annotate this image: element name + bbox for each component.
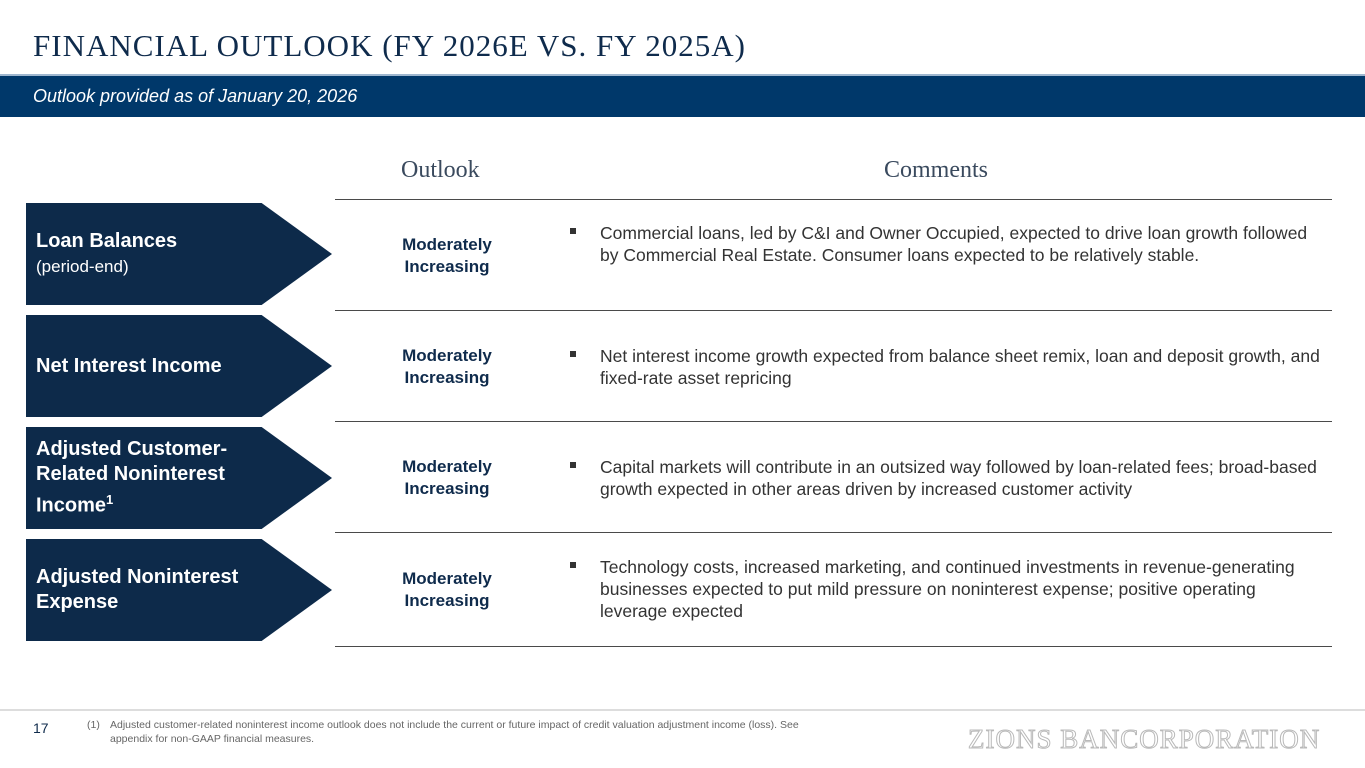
outlook-value: Moderately Increasing	[402, 569, 492, 610]
subtitle: Outlook provided as of January 20, 2026	[33, 86, 358, 106]
row-label-adjusted-noninterest-expense: Adjusted Noninterest Expense	[26, 539, 332, 641]
comments-header: Comments	[884, 157, 989, 183]
comment: Capital markets will contribute in an ou…	[600, 457, 1317, 499]
bullet-icon	[570, 462, 576, 468]
comment: Net interest income growth expected from…	[600, 346, 1320, 388]
divider	[335, 199, 1332, 200]
comment: Technology costs, increased marketing, a…	[600, 557, 1295, 621]
bullet-icon	[570, 228, 576, 234]
footer-divider	[0, 709, 1365, 711]
page-title: FINANCIAL OUTLOOK (FY 2026E VS. FY 2025A…	[33, 28, 746, 63]
company-logo: ZIONS BANCORPORATION	[967, 724, 1321, 755]
outlook-value: Moderately Increasing	[402, 235, 492, 276]
row-label-net-interest-income: Net Interest Income	[26, 315, 332, 417]
row-label-adjusted-noninterest-income: Adjusted Customer-Related Noninterest In…	[26, 427, 332, 529]
footnote: (1) Adjusted customer-related noninterest…	[87, 719, 799, 745]
divider	[335, 310, 1332, 311]
bullet-icon	[570, 351, 576, 357]
comment: Commercial loans, led by C&I and Owner O…	[600, 223, 1308, 265]
subtitle-banner: Outlook provided as of January 20, 2026	[0, 74, 1365, 117]
outlook-header: Outlook	[401, 157, 480, 183]
bullet-icon	[570, 562, 576, 568]
outlook-value: Moderately Increasing	[402, 346, 492, 387]
divider	[335, 421, 1332, 422]
divider	[335, 646, 1332, 647]
row-label-loan-balances: Loan Balances (period-end)	[26, 203, 332, 305]
outlook-value: Moderately Increasing	[402, 457, 492, 498]
page-number: 17	[33, 720, 49, 736]
divider	[335, 532, 1332, 533]
